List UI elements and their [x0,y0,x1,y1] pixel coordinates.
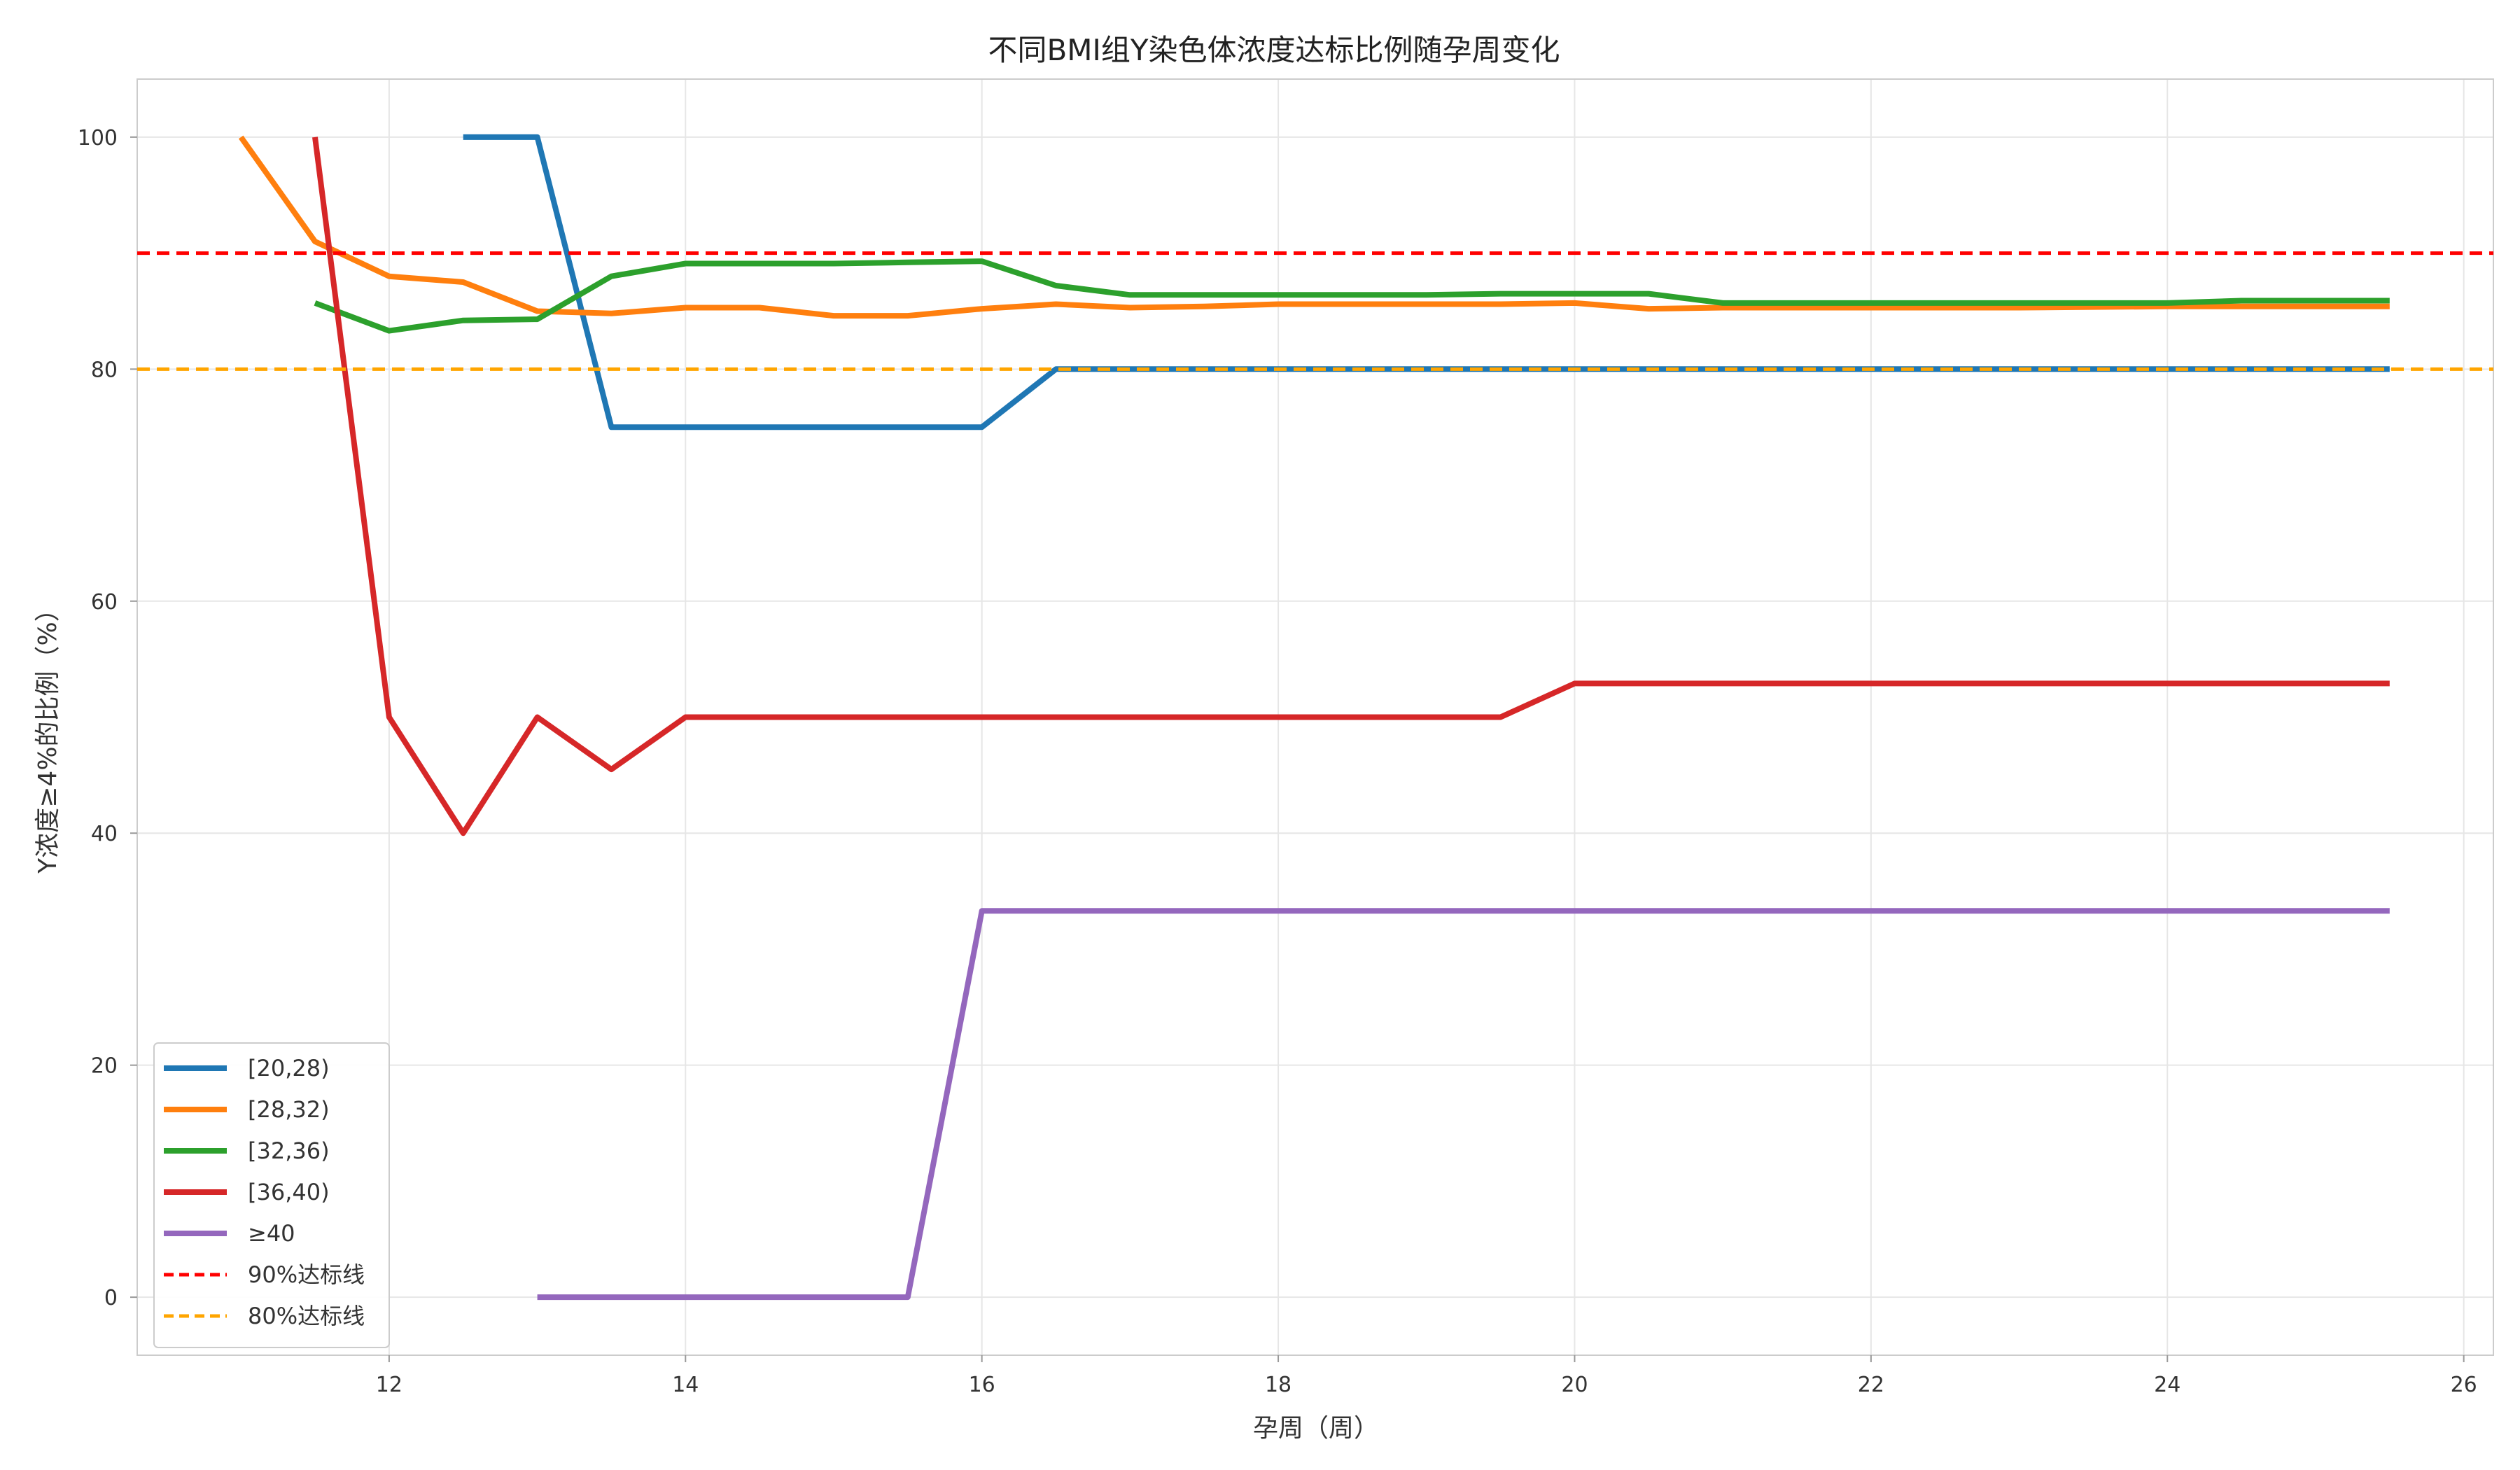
legend-label: [32,36) [248,1138,330,1164]
y-tick-label: 60 [91,590,118,615]
x-tick-label: 20 [1561,1373,1588,1397]
chart-title: 不同BMI组Y染色体浓度达标比例随孕周变化 [988,33,1560,67]
legend-box [153,1042,390,1348]
x-tick-label: 16 [969,1373,995,1397]
y-tick-label: 40 [91,822,118,846]
y-tick-label: 100 [78,126,118,150]
x-tick-label: 26 [2451,1373,2477,1397]
x-tick-label: 22 [1858,1373,1884,1397]
series [137,134,2493,1301]
series-line [314,258,2390,334]
y-tick-label: 80 [91,358,118,382]
legend-label: [20,28) [248,1055,330,1082]
x-tick-label: 18 [1265,1373,1292,1397]
y-axis-label: Y浓度≥4%的比例（%） [34,596,62,874]
axis-ticks: 12 14 16 18 20 22 24 26 0 20 40 60 80 100 [78,126,2477,1397]
legend-label: [28,32) [248,1096,330,1123]
series-line [312,136,2390,836]
plot-area-frame [136,78,2494,1356]
y-tick-label: 20 [91,1054,118,1079]
legend-label: 90%达标线 [248,1261,365,1288]
x-tick-label: 24 [2154,1373,2180,1397]
legend: [20,28) [28,32) [32,36) [36,40) ≥40 90%达标线 80%… [153,1042,390,1348]
x-tick-label: 14 [672,1373,699,1397]
legend-label: 80%达标线 [248,1303,365,1329]
legend-label: [36,40) [248,1179,330,1205]
series-line [537,908,2390,1301]
x-tick-label: 12 [376,1373,402,1397]
x-axis-label: 孕周（周） [1253,1414,1379,1443]
y-tick-label: 0 [104,1286,118,1310]
legend-label: ≥40 [248,1220,295,1247]
